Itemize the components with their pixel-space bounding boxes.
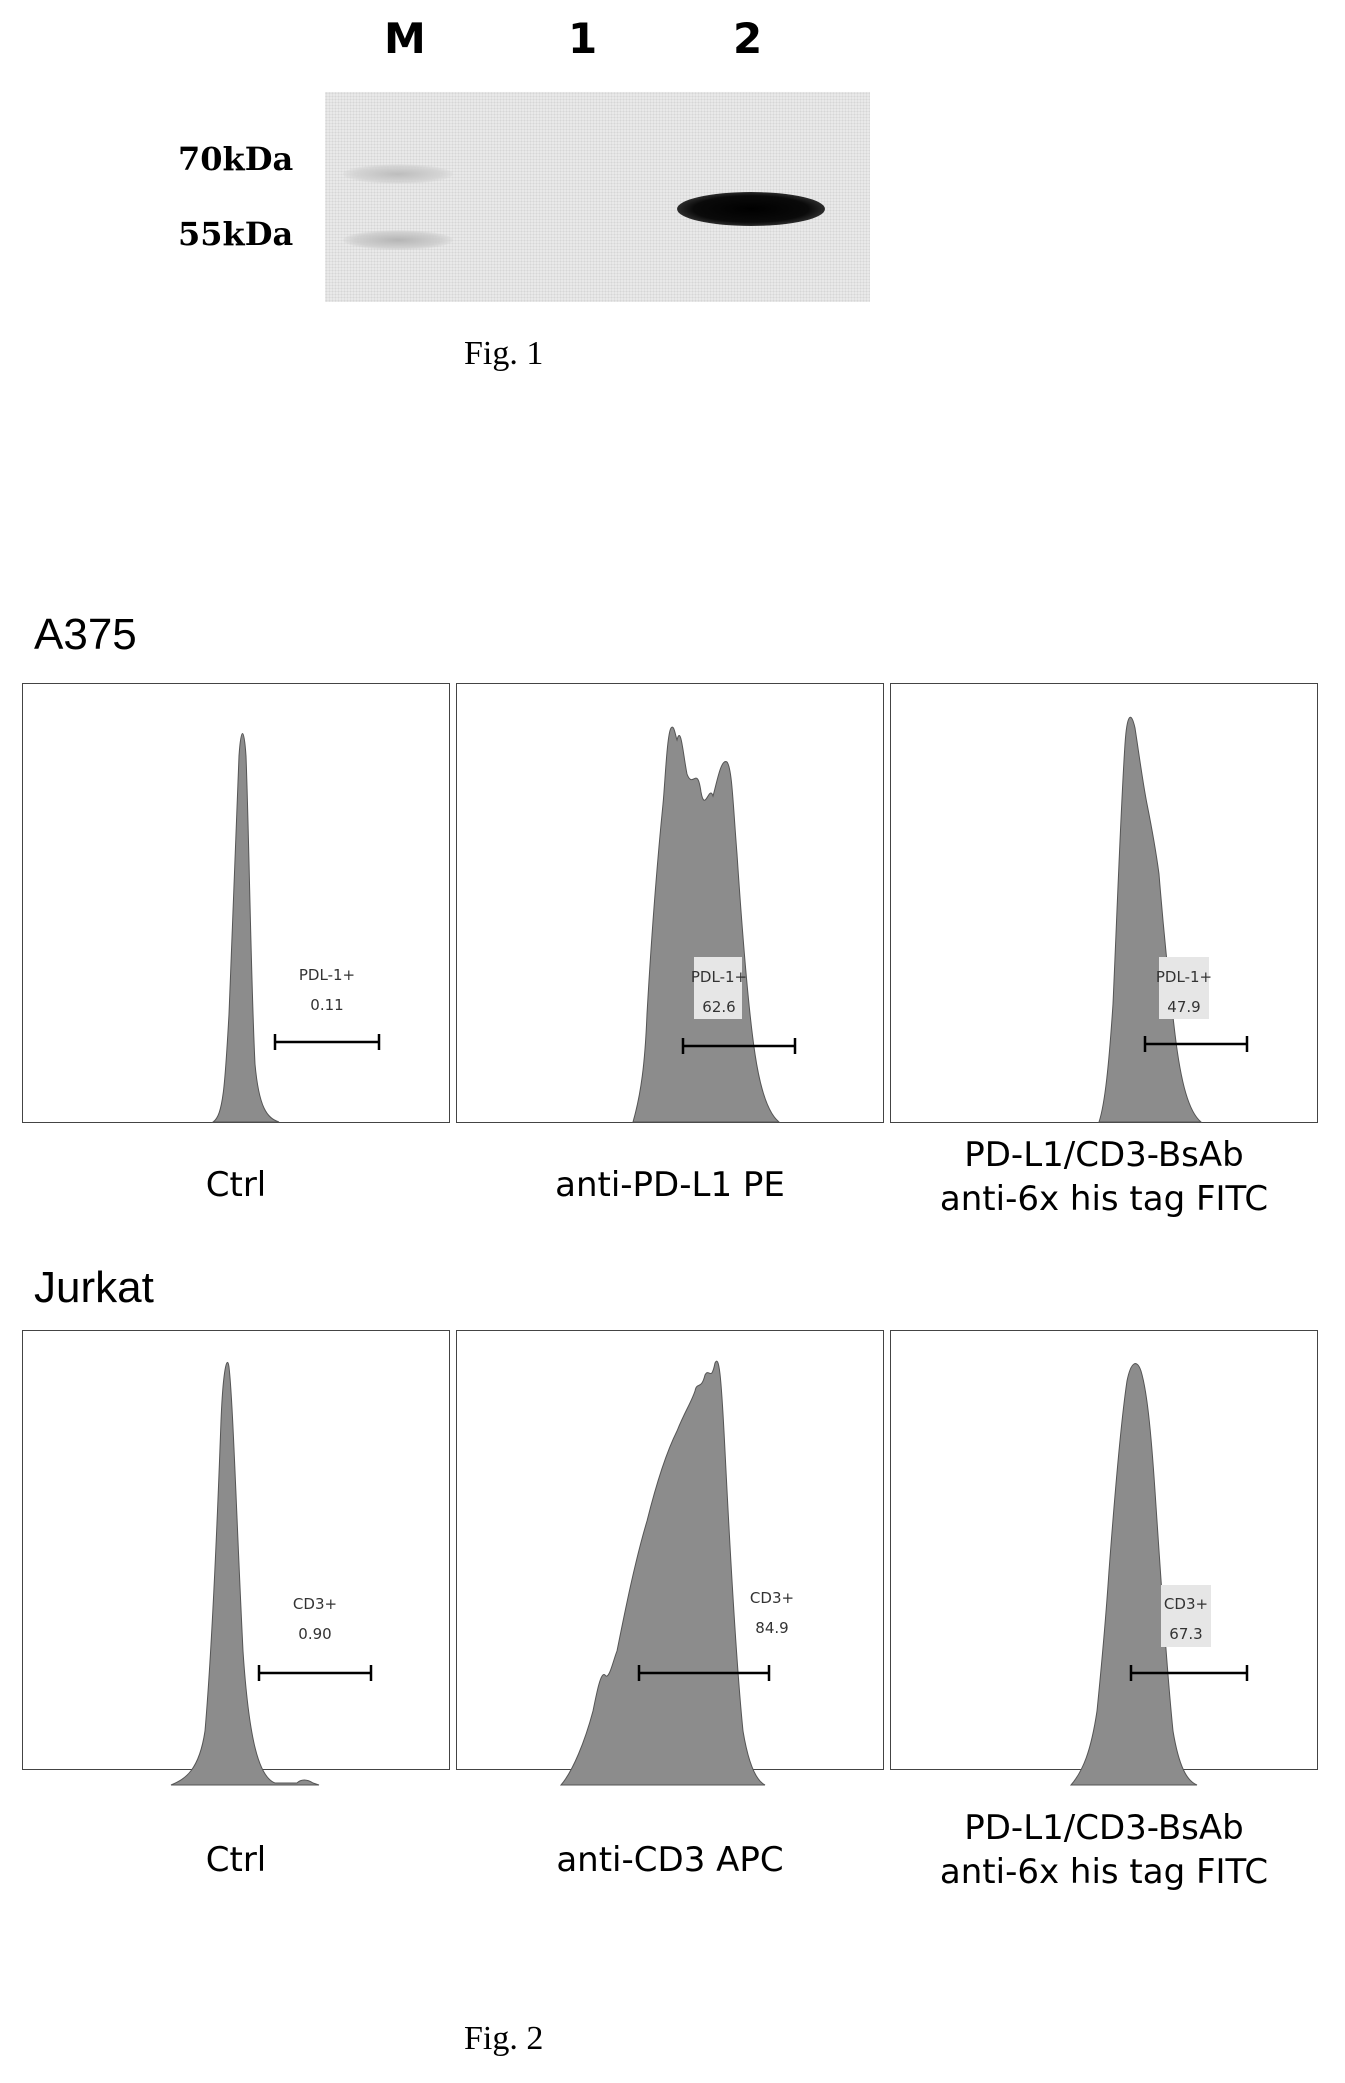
gate-label: CD3+: [750, 1589, 794, 1607]
histogram-panel-jurkat-bsab: CD3+ 67.3: [890, 1330, 1318, 1786]
gate-value: 67.3: [1169, 1625, 1202, 1643]
gate-label-box: [1161, 1585, 1211, 1647]
gate-value: 84.9: [755, 1619, 788, 1637]
gate-bar: [257, 1665, 373, 1681]
gate-label: PDL-1+: [299, 966, 355, 984]
gate-label: CD3+: [293, 1595, 337, 1613]
panel-caption-jurkat-anti-cd3: anti-CD3 APC: [556, 1840, 784, 1880]
figure-2-caption: Fig. 2: [464, 2020, 544, 2057]
marker-label-55kda: 55kDa: [178, 215, 294, 253]
histogram-peak: [170, 1361, 320, 1786]
gate-label: PDL-1+: [1156, 968, 1212, 986]
lane-label-m: M: [384, 14, 426, 63]
gate-label-box: [1159, 957, 1209, 1019]
histogram-panel-a375-bsab: PDL-1+ 47.9: [890, 683, 1318, 1123]
histogram-peak: [211, 733, 280, 1123]
panel-caption-jurkat-ctrl: Ctrl: [205, 1840, 267, 1880]
lane-label-2: 2: [733, 14, 763, 63]
gel-image: [325, 92, 870, 302]
gate-bar: [637, 1665, 771, 1681]
panel-caption-a375-ctrl: Ctrl: [205, 1165, 267, 1205]
histogram-panel-jurkat-anti-cd3: CD3+ 84.9: [456, 1330, 884, 1786]
gate-bar: [1129, 1665, 1249, 1681]
marker-band-55kda: [343, 230, 453, 250]
histogram-panel-a375-anti-pd-l1: PDL-1+ 62.6: [456, 683, 884, 1123]
gate-bar: [1143, 1036, 1249, 1052]
histogram-peak: [1098, 716, 1203, 1123]
gate-value: 0.90: [298, 1625, 331, 1643]
marker-label-70kda: 70kDa: [178, 140, 294, 178]
gate-bar: [273, 1034, 381, 1050]
gate-value: 47.9: [1167, 998, 1200, 1016]
gate-label-box: [694, 957, 742, 1019]
panel-caption-a375-bsab: PD-L1/CD3-BsAb anti-6x his tag FITC: [939, 1135, 1269, 1219]
gate-value: 0.11: [310, 996, 343, 1014]
panel-caption-jurkat-bsab: PD-L1/CD3-BsAb anti-6x his tag FITC: [939, 1808, 1269, 1892]
histogram-peak: [559, 1360, 766, 1786]
histogram-panel-a375-ctrl: PDL-1+ 0.11: [22, 683, 450, 1123]
sample-band-lane-2: [677, 192, 825, 226]
panel-caption-a375-anti-pd-l1: anti-PD-L1 PE: [555, 1165, 785, 1205]
histogram-peak: [1069, 1363, 1198, 1786]
gate-value: 62.6: [702, 998, 735, 1016]
histogram-peak: [632, 726, 781, 1123]
cell-line-title-jurkat: Jurkat: [34, 1263, 154, 1312]
lane-label-1: 1: [568, 14, 598, 63]
gate-label: PDL-1+: [691, 968, 747, 986]
marker-band-70kda: [343, 164, 453, 184]
cell-line-title-a375: A375: [34, 610, 137, 659]
figure-1-caption: Fig. 1: [464, 335, 544, 372]
gate-label: CD3+: [1164, 1595, 1208, 1613]
gate-bar: [681, 1038, 797, 1054]
histogram-panel-jurkat-ctrl: CD3+ 0.90: [22, 1330, 450, 1786]
